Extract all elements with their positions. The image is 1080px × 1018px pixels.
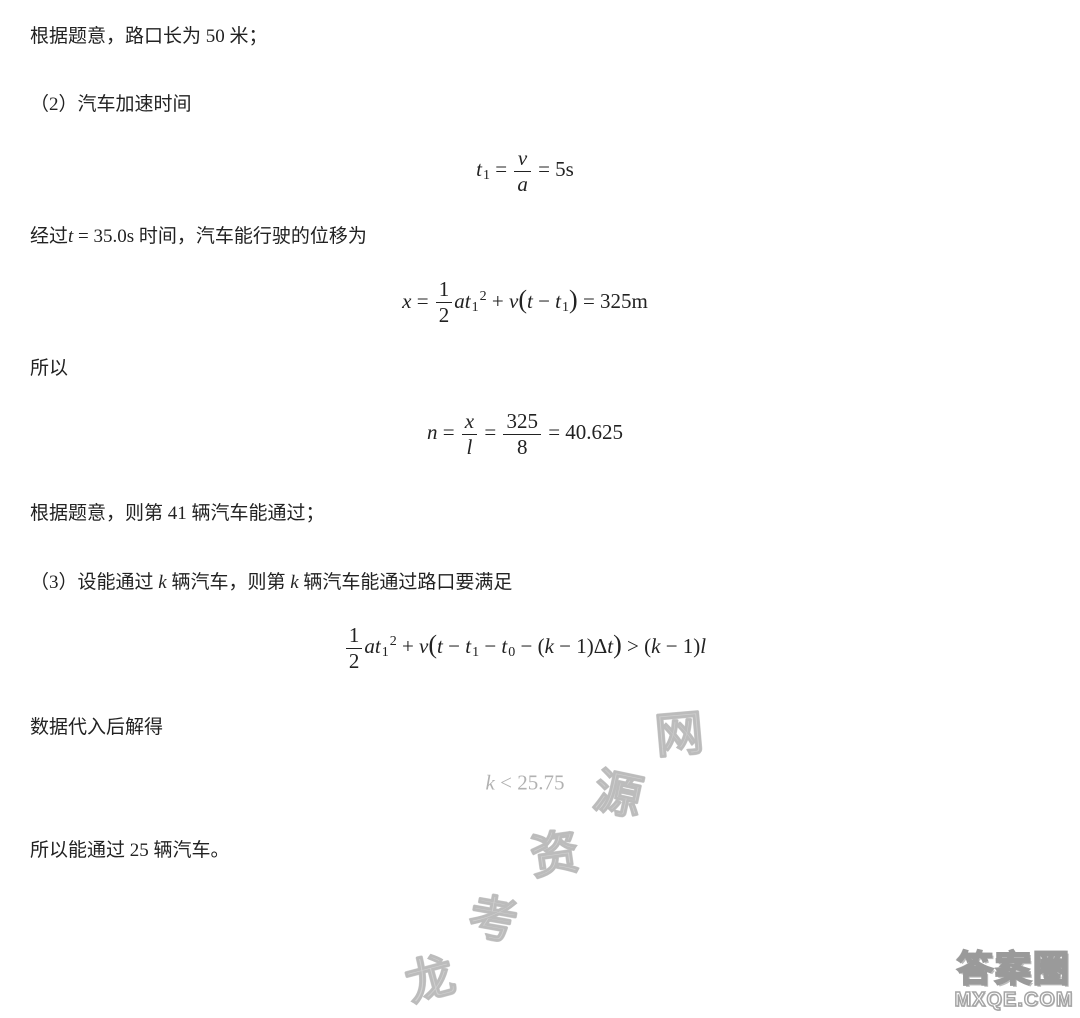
line-5: 根据题意，则第 41 辆汽车能通过； (30, 499, 1020, 529)
equation-1: t1 = va = 5s (30, 147, 1020, 196)
line-2: （2）汽车加速时间 (30, 90, 1020, 120)
equation-2: x = 12at12 + v(t − t1) = 325m (30, 278, 1020, 327)
line-7: 数据代入后解得 (30, 713, 1020, 743)
physics-solution-page: 根据题意，路口长为 50 米； （2）汽车加速时间 t1 = va = 5s 经… (0, 0, 1080, 1018)
watermark-char-1: 龙 (397, 935, 461, 1015)
line-3: 经过t = 35.0s 时间，汽车能行驶的位移为 (30, 222, 1020, 252)
line-4: 所以 (30, 354, 1020, 384)
line-6: （3）设能通过 k 辆汽车，则第 k 辆汽车能通过路口要满足 (30, 568, 1020, 598)
badge-title: 答案圈 (954, 951, 1074, 987)
line-1: 根据题意，路口长为 50 米； (30, 22, 1020, 52)
badge-domain: MXQE.COM (954, 989, 1074, 1012)
equation-4: 12at12 + v(t − t1 − t0 − (k − 1)Δt) > (k… (30, 624, 1020, 673)
line-8: 所以能通过 25 辆汽车。 (30, 836, 1020, 866)
answer-badge: 答案圈 MXQE.COM (954, 951, 1074, 1012)
equation-5: k < 25.75 (30, 769, 1020, 796)
equation-3: n = xl = 3258 = 40.625 (30, 410, 1020, 459)
watermark-char-2: 考 (464, 876, 523, 953)
